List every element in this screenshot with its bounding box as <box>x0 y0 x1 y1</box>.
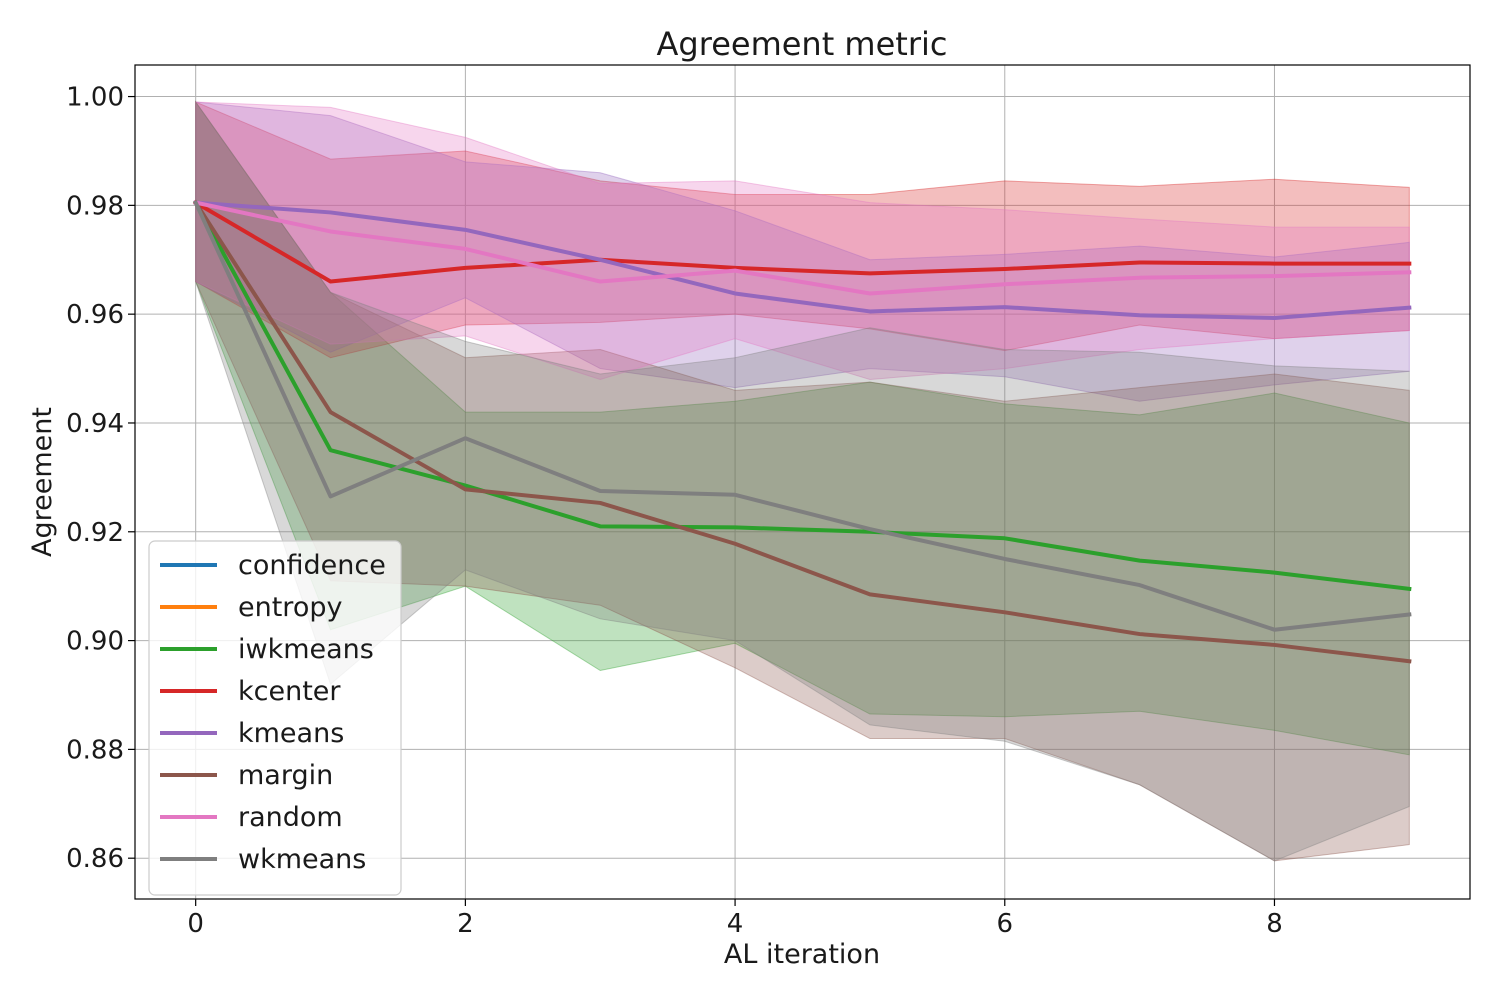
y-tick-label: 0.94 <box>66 409 124 439</box>
legend[interactable]: confidence entropy iwkmeans kcenter kmeans ma… <box>148 540 402 896</box>
legend-box <box>148 540 402 896</box>
x-axis-label: AL iteration <box>724 939 880 970</box>
legend-label: kmeans <box>238 718 344 749</box>
legend-item-wkmeans[interactable]: wkmeans <box>160 844 366 875</box>
y-tick-label: 0.86 <box>66 844 124 874</box>
y-tick-label: 0.96 <box>66 300 124 330</box>
line-margin <box>192 199 1412 664</box>
legend-item-kmeans[interactable]: kmeans <box>160 718 344 749</box>
legend-item-iwkmeans[interactable]: iwkmeans <box>160 634 374 665</box>
legend-label: entropy <box>238 592 342 623</box>
band-iwkmeans <box>195 100 1410 756</box>
y-axis-ticks: 0.86 0.88 0.90 0.92 0.94 0.96 0.98 1.00 <box>66 83 135 874</box>
plot-frame <box>134 64 1471 900</box>
legend-label: margin <box>238 760 333 791</box>
x-tick-label: 6 <box>996 909 1013 939</box>
band-random <box>195 101 1410 380</box>
line-random <box>193 200 1412 296</box>
chart-title: Agreement metric <box>657 25 948 63</box>
line-kmeans <box>193 200 1412 320</box>
y-axis-label: Agreement <box>27 407 58 557</box>
legend-item-entropy[interactable]: entropy <box>160 592 342 623</box>
legend-label: confidence <box>238 550 386 581</box>
y-tick-label: 0.98 <box>66 191 124 221</box>
y-tick-label: 0.88 <box>66 735 124 765</box>
legend-item-confidence[interactable]: confidence <box>160 550 386 581</box>
legend-item-random[interactable]: random <box>160 802 343 833</box>
x-axis-ticks: 0 2 4 6 8 <box>187 899 1283 939</box>
x-tick-label: 2 <box>457 909 474 939</box>
band-kcenter <box>195 101 1410 359</box>
legend-label: wkmeans <box>238 844 366 875</box>
legend-item-kcenter[interactable]: kcenter <box>160 676 341 707</box>
band-kmeans <box>195 101 1410 402</box>
line-wkmeans <box>193 199 1412 632</box>
series-lines <box>192 199 1412 664</box>
y-tick-label: 0.90 <box>66 627 124 657</box>
band-wkmeans <box>195 100 1410 862</box>
x-tick-label: 4 <box>727 909 744 939</box>
legend-item-margin[interactable]: margin <box>160 760 333 791</box>
band-margin <box>195 100 1410 862</box>
legend-label: kcenter <box>238 676 341 707</box>
y-tick-label: 1.00 <box>66 83 124 113</box>
line-kcenter <box>192 199 1412 284</box>
x-tick-label: 8 <box>1266 909 1283 939</box>
legend-label: iwkmeans <box>238 634 374 665</box>
x-tick-label: 0 <box>187 909 204 939</box>
legend-label: random <box>238 802 343 833</box>
confidence-bands <box>195 100 1410 862</box>
y-tick-label: 0.92 <box>66 518 124 548</box>
